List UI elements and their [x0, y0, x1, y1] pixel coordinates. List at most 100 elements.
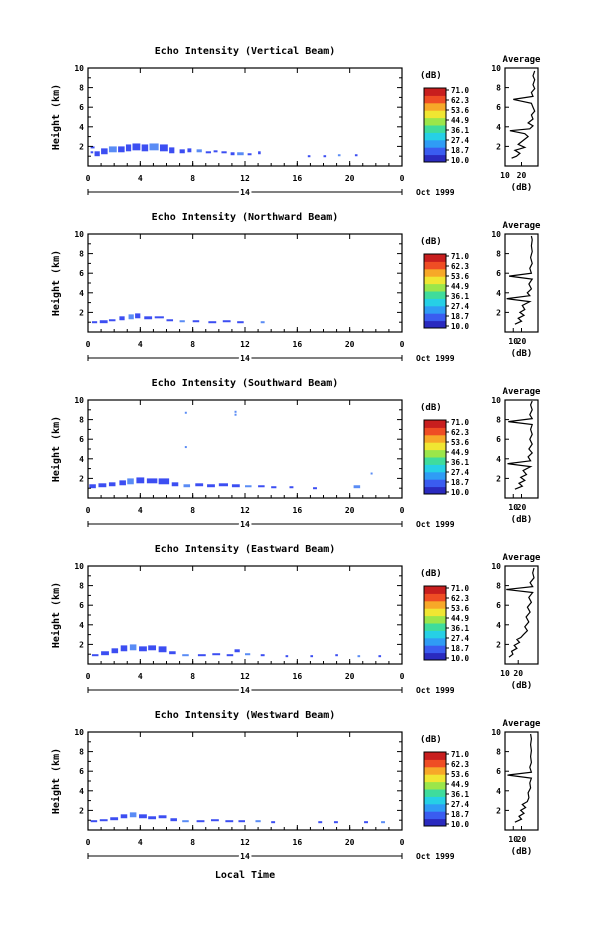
x-tick-label: 16 — [293, 174, 303, 183]
y-tick-label: 4 — [79, 621, 84, 630]
average-y-tick-label: 4 — [496, 787, 501, 796]
average-x-tick-label: 20 — [513, 669, 523, 678]
colorbar-segment — [424, 615, 446, 624]
colorbar-segment — [424, 803, 446, 812]
colorbar-tick-label: 62.3 — [451, 428, 470, 437]
average-y-tick-label: 10 — [491, 562, 501, 571]
y-tick-label: 6 — [79, 269, 84, 278]
average-y-tick-label: 4 — [496, 289, 501, 298]
colorbar-segment — [424, 637, 446, 646]
echo-cell — [159, 144, 168, 152]
colorbar-tick-label: 18.7 — [451, 146, 469, 155]
panel-2: Echo Intensity (Southward Beam) Height (k… — [50, 377, 542, 531]
colorbar-segment — [424, 434, 446, 443]
echo-cell — [260, 654, 265, 657]
average-title: Average — [503, 221, 542, 231]
echo-cell — [127, 478, 134, 485]
colorbar-segment — [424, 449, 446, 458]
echo-cell — [98, 483, 107, 488]
colorbar-frame — [423, 87, 447, 163]
colorbar-tick-label: 53.6 — [451, 106, 470, 115]
colorbar-tick-label: 53.6 — [451, 438, 470, 447]
panel-title: Echo Intensity (Vertical Beam) — [155, 45, 336, 57]
colorbar-segment — [424, 427, 446, 436]
x-tick-label: 0 — [86, 506, 91, 515]
echo-cell — [169, 651, 176, 655]
echo-cell — [225, 820, 234, 823]
colorbar-tick-label: 71.0 — [451, 86, 470, 95]
average-x-tick-label: 20 — [517, 835, 527, 844]
echo-cell — [139, 646, 147, 652]
average-y-tick-label: 2 — [496, 308, 501, 317]
echo-cell — [101, 651, 109, 656]
echo-cell — [333, 821, 338, 824]
y-tick-label: 8 — [79, 250, 84, 259]
date-label: Oct 1999 — [416, 520, 455, 529]
colorbar-tick-label: 44.9 — [451, 116, 470, 125]
colorbar-frame — [423, 751, 447, 827]
x-tick-label: 4 — [138, 672, 143, 681]
echo-cell — [129, 644, 137, 651]
echo-cell — [94, 151, 100, 157]
date-label: Oct 1999 — [416, 852, 455, 861]
y-tick-label: 2 — [79, 640, 84, 649]
echo-cell — [289, 486, 294, 489]
echo-cell — [230, 152, 235, 156]
echo-cell — [144, 316, 153, 320]
colorbar-segment — [424, 110, 446, 119]
x-tick-label: 12 — [240, 340, 250, 349]
colorbar-segment — [424, 818, 446, 827]
average-y-tick-label: 4 — [496, 123, 501, 132]
echo-cell — [111, 648, 119, 654]
average-y-tick-label: 2 — [496, 640, 501, 649]
echo-cell — [335, 654, 338, 657]
average-frame — [504, 233, 539, 333]
colorbar-tick-label: 10.0 — [451, 488, 470, 497]
x-tick-label: 4 — [138, 340, 143, 349]
average-y-tick-label: 2 — [496, 142, 501, 151]
x-tick-label: 12 — [240, 672, 250, 681]
colorbar-segment — [424, 645, 446, 654]
colorbar-segment — [424, 600, 446, 609]
echo-cell — [258, 151, 261, 155]
y-tick-label: 2 — [79, 308, 84, 317]
echo-cell — [234, 413, 237, 416]
x-tick-label: 0 — [86, 174, 91, 183]
echo-cell — [245, 653, 251, 656]
colorbar-tick-label: 53.6 — [451, 272, 470, 281]
echo-cell — [213, 150, 218, 153]
echo-cell — [91, 654, 99, 657]
echo-cell — [323, 155, 327, 158]
y-tick-label: 8 — [79, 84, 84, 93]
average-profile-line — [509, 70, 536, 159]
average-y-tick-label: 6 — [496, 435, 501, 444]
echo-cell — [118, 146, 125, 153]
y-tick-label: 10 — [74, 64, 84, 73]
x-tick-label: 16 — [293, 340, 303, 349]
echo-cell — [179, 149, 185, 154]
x-tick-label: 0 — [86, 838, 91, 847]
echo-cell — [179, 320, 185, 323]
y-tick-label: 2 — [79, 142, 84, 151]
average-y-tick-label: 8 — [496, 748, 501, 757]
echo-cell — [271, 486, 277, 489]
y-axis-label: Height (km) — [50, 582, 62, 648]
average-title: Average — [503, 387, 542, 397]
x-tick-label: 0 — [400, 506, 405, 515]
echo-cell — [208, 321, 217, 324]
colorbar-tick-label: 18.7 — [451, 312, 469, 321]
colorbar-frame — [423, 585, 447, 661]
colorbar-tick-label: 10.0 — [451, 820, 470, 829]
echo-cell — [184, 411, 187, 414]
colorbar-tick-label: 44.9 — [451, 282, 470, 291]
echo-cell — [237, 152, 244, 156]
colorbar-unit: (dB) — [420, 569, 442, 579]
average-x-label: (dB) — [511, 847, 533, 857]
echo-cell — [226, 654, 234, 657]
echo-cell — [108, 146, 117, 153]
echo-cell — [205, 151, 211, 154]
colorbar-tick-label: 36.1 — [451, 292, 470, 301]
colorbar-tick-label: 71.0 — [451, 252, 470, 261]
y-tick-label: 10 — [74, 396, 84, 405]
